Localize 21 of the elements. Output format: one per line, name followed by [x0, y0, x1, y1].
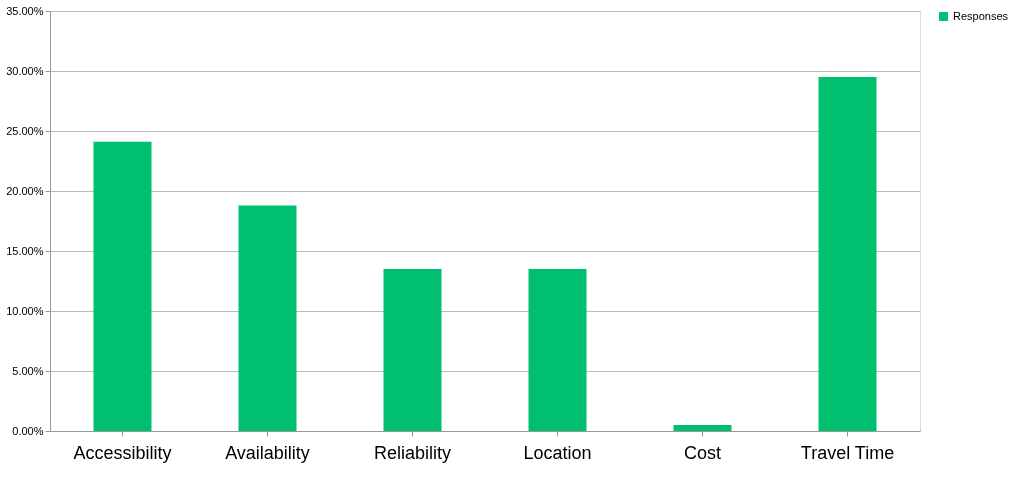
- legend-label: Responses: [953, 9, 1009, 22]
- bar: [383, 269, 442, 431]
- x-tick-label: Accessibility: [73, 442, 172, 463]
- x-tick-label: Travel Time: [800, 442, 895, 463]
- y-tick-label: 30.00%: [6, 64, 44, 77]
- bar: [238, 205, 297, 431]
- y-tick-label: 10.00%: [6, 304, 44, 317]
- y-tick-label: 25.00%: [6, 124, 44, 137]
- bar: [93, 141, 152, 431]
- x-tick-label: Reliability: [373, 442, 452, 463]
- y-tick-label: 0.00%: [12, 424, 44, 437]
- y-tick-label: 35.00%: [6, 4, 44, 17]
- x-tick-label: Cost: [683, 442, 722, 463]
- bar: [673, 425, 732, 431]
- y-tick-label: 5.00%: [12, 364, 44, 377]
- bar: [818, 77, 877, 431]
- x-tick-label: Availability: [225, 442, 310, 463]
- x-tick-label: Location: [523, 442, 592, 463]
- y-tick-label: 15.00%: [6, 244, 44, 257]
- bar: [528, 269, 587, 431]
- y-tick-label: 20.00%: [6, 184, 44, 197]
